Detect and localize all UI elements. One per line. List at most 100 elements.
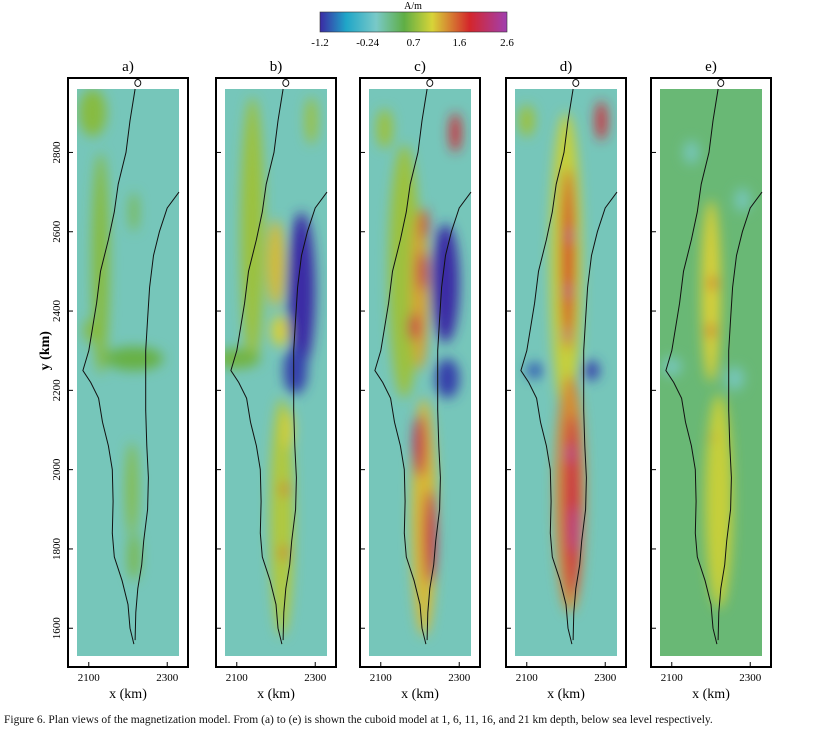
anomaly (707, 323, 715, 339)
anomaly (563, 328, 569, 341)
anomaly-layer (78, 89, 164, 581)
x-tick-label: 2300 (156, 672, 179, 684)
anomaly (724, 366, 745, 391)
y-tick-label: 2800 (51, 141, 63, 164)
anomaly (126, 441, 138, 538)
colorbar-tick-label: 0.7 (407, 37, 421, 49)
anomaly (565, 283, 571, 300)
anomaly (376, 108, 393, 149)
colorbar-tick-label: 1.6 (452, 37, 466, 49)
panel-c: c) 2100 2300 x (km) (359, 59, 481, 702)
anomaly (734, 188, 751, 212)
panel-frame (67, 77, 189, 668)
island-outline (426, 79, 434, 87)
x-tick-label: 2300 (448, 672, 471, 684)
panel-frame (505, 77, 627, 668)
panel-frame (359, 77, 481, 668)
coastline-west (82, 88, 136, 645)
anomaly (661, 356, 682, 377)
anomaly (431, 223, 460, 343)
anomaly (564, 414, 580, 597)
anomaly (305, 96, 318, 145)
panels: a) 2100 2300 x (km) 1600 1800 2000 2200 2400 2600… (38, 59, 772, 702)
y-tick-label: 1600 (51, 617, 63, 640)
y-axis-label: y (km) (38, 331, 53, 371)
anomaly (280, 544, 287, 561)
anomaly (417, 251, 427, 292)
anomaly (282, 410, 294, 450)
anomaly (129, 192, 138, 232)
anomaly (271, 315, 289, 347)
panel-frame (215, 77, 337, 668)
x-axis-label: x (km) (257, 687, 295, 702)
island-outline (572, 79, 580, 87)
colorbar-ticks: -1.2 -0.24 0.7 1.6 2.6 (311, 37, 514, 49)
coastline-west (230, 88, 284, 645)
anomaly (413, 414, 427, 478)
anomaly (240, 96, 265, 367)
anomaly-layer (518, 100, 607, 613)
panel-frame (650, 77, 772, 668)
anomaly-layer (661, 140, 751, 609)
y-tick-label: 2000 (51, 458, 63, 481)
anomaly (518, 104, 535, 137)
x-axis-label: x (km) (109, 687, 147, 702)
coastline-east (282, 191, 328, 641)
anomaly (281, 481, 288, 498)
anomaly (128, 533, 140, 581)
x-tick-label: 2100 (661, 672, 684, 684)
anomaly-layer (376, 108, 461, 637)
island-outline (717, 79, 725, 87)
anomaly (91, 152, 110, 375)
heatmap (77, 89, 179, 656)
heatmap (660, 89, 762, 656)
island-outline (282, 79, 290, 87)
anomaly (561, 168, 575, 351)
panel-label: b) (270, 59, 283, 75)
anomaly (287, 211, 316, 371)
anomaly (683, 140, 700, 165)
panel-label: d) (560, 59, 573, 75)
x-axis-label: x (km) (401, 687, 439, 702)
coastline-west (520, 88, 574, 645)
coastline-east (572, 191, 618, 641)
anomaly (408, 313, 420, 341)
x-tick-label: 2100 (78, 672, 101, 684)
anomaly (705, 394, 733, 609)
coastline-east (717, 191, 763, 641)
anomaly (701, 200, 721, 383)
anomaly (78, 89, 107, 137)
anomaly (526, 362, 543, 379)
coastline-east (134, 191, 180, 641)
anomaly (583, 360, 600, 381)
panel-label: c) (414, 59, 426, 75)
anomaly (420, 207, 428, 240)
x-tick-label: 2100 (516, 672, 539, 684)
anomaly (595, 100, 607, 141)
anomaly (225, 348, 261, 369)
x-axis-label: x (km) (692, 687, 730, 702)
coastline-west (374, 88, 428, 645)
anomaly (423, 489, 437, 585)
figure-caption: Figure 6. Plan views of the magnetizatio… (4, 714, 713, 726)
colorbar-unit: A/m (404, 1, 422, 12)
anomaly (570, 505, 577, 553)
panel-b: b) 2100 2300 x (km) (215, 59, 337, 702)
anomaly (104, 346, 164, 371)
y-tick-label: 2200 (51, 379, 63, 402)
heatmap (369, 89, 471, 656)
x-tick-label: 2100 (226, 672, 249, 684)
heatmap (225, 89, 327, 656)
anomaly (449, 112, 461, 153)
colorbar-tick-label: -1.2 (311, 37, 328, 49)
panel-e: e) 2100 2300 x (km) (650, 59, 772, 702)
x-tick-label: 2300 (304, 672, 327, 684)
anomaly (283, 346, 308, 395)
panel-d: d) 2100 2300 x (km) (505, 59, 627, 702)
colorbar-tick-label: 2.6 (500, 37, 514, 49)
anomaly-layer (225, 96, 318, 637)
y-tick-label: 1800 (51, 537, 63, 560)
x-tick-label: 2300 (739, 672, 762, 684)
heatmap (515, 89, 617, 656)
